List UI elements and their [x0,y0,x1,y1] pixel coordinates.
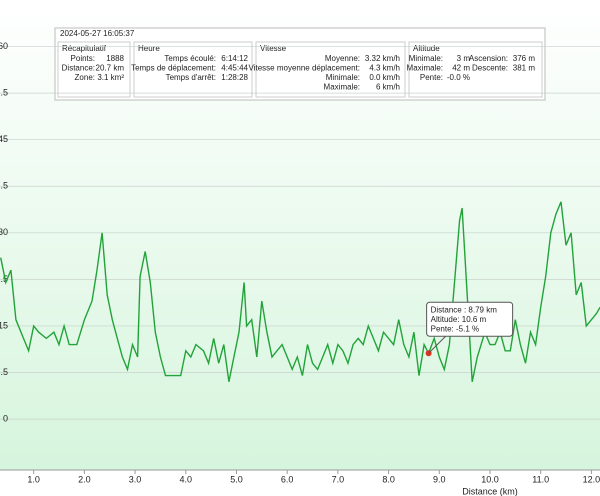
stat-value: 6:14:12 [221,54,248,63]
stat-value: 0.0 km/h [369,73,400,82]
tooltip-line: Pente: -5.1 % [431,324,479,333]
plot: 0 7.5 15 22.5 30 37.5 45 52.5 60 1.0 2.0 3.0 4.0 5.0 6… [0,41,600,496]
y-tick-label: 0 [3,413,8,423]
stat-label: Minimale: [409,54,443,63]
section-box [408,41,543,98]
y-tick-label: 15 [0,320,8,330]
tooltip-box [426,301,514,337]
summary-date: 2024-05-27 16:05:37 [60,29,135,38]
stat-label: Points: [71,54,95,63]
stat-label: Minimale: [326,73,360,82]
x-tick-label: 8.0 [382,474,395,484]
y-tick-label: 30 [0,227,8,237]
tooltip-pointer [428,334,447,354]
section-title: Altitude [413,44,440,53]
x-tick-label: 4.0 [180,474,193,484]
stat-label: Maximale: [324,83,360,92]
x-axis-label: Distance (km) [462,486,518,496]
y-tick-label: 52.5 [0,88,8,98]
x-tick-label: 6.0 [281,474,294,484]
tooltip-line: Distance : 8.79 km [431,305,498,314]
stat-value: -0.0 % [447,73,470,82]
stat-label: Zone: [75,73,95,82]
y-tick-label: 37.5 [0,181,8,191]
x-tick-label: 3.0 [129,474,142,484]
stat-value: 1:28:28 [221,73,248,82]
stat-value: 376 m [513,54,536,63]
stat-value: 3.32 km/h [365,54,400,63]
stat-label: Temps d'arrêt: [166,73,216,82]
x-tick-label: 9.0 [433,474,446,484]
stat-value: 6 km/h [376,83,400,92]
stat-value: 4.3 km/h [369,64,400,73]
stat-label: Distance: [62,64,95,73]
elevation-line [0,201,600,382]
x-tick-label: 2.0 [78,474,91,484]
x-tick-label: 5.0 [230,474,243,484]
stat-value: 1888 [106,54,124,63]
stat-label: Pente: [420,73,443,82]
stat-label: Temps écoulé: [164,54,216,63]
stat-value: 4:45:44 [221,64,248,73]
x-tick-label: 11.0 [532,474,549,484]
x-tick-label: 12.0 [583,474,600,484]
y-tick-label: 60 [0,41,8,51]
x-tick-label: 10.0 [481,474,499,484]
y-tick-label: 22.5 [0,274,8,284]
stat-label: Temps de déplacement: [131,64,216,73]
stat-value: 20.7 km [96,64,125,73]
stat-value: 42 m [452,64,470,73]
stat-value: 3 m [457,54,471,63]
stat-label: Descente: [472,64,508,73]
stat-value: 3.1 km² [97,73,124,82]
section-box [57,41,131,98]
y-tick-label: 45 [0,134,8,144]
stat-label: Moyenne: [325,54,360,63]
x-tick-label: 1.0 [27,474,40,484]
section-box [255,41,406,98]
stat-label: Vitesse moyenne déplacement: [249,64,360,73]
stat-label: Maximale: [407,64,443,73]
summary-panel [54,27,546,101]
stat-value: 381 m [513,64,536,73]
stat-label: Ascension: [469,54,508,63]
section-box [133,41,253,98]
y-tick-label: 7.5 [0,367,8,377]
section-title: Vitesse [260,44,287,53]
section-title: Récapitulatif [62,44,107,53]
section-title: Heure [138,44,160,53]
axis-area [0,470,600,496]
x-tick-label: 7.0 [332,474,345,484]
tooltip-line: Altitude: 10.6 m [431,315,487,324]
